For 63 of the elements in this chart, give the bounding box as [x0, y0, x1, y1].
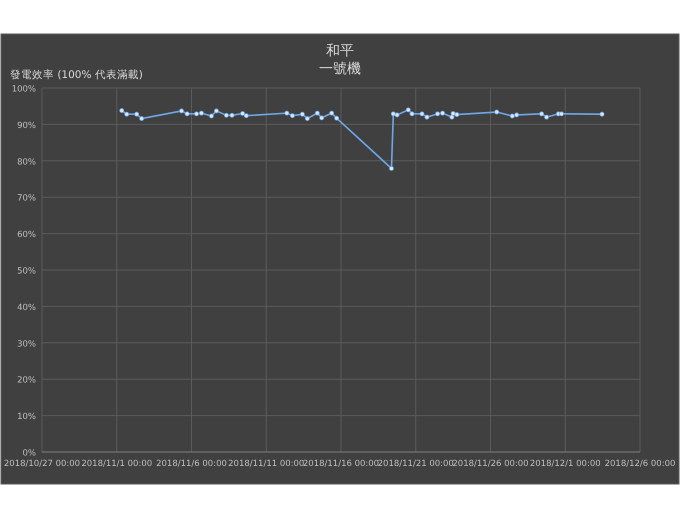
chart-subtitle: 一號機 — [319, 61, 361, 77]
point — [544, 114, 549, 120]
point — [214, 108, 219, 114]
point — [119, 108, 124, 113]
point — [510, 114, 515, 118]
point — [199, 110, 204, 116]
y-tick-label: 60% — [17, 230, 36, 240]
point — [394, 112, 400, 118]
point — [230, 112, 234, 118]
point — [314, 110, 320, 116]
y-tick-label: 40% — [17, 302, 36, 313]
point — [209, 114, 214, 118]
point — [435, 111, 440, 116]
point — [514, 112, 520, 118]
chart-title: 和平 — [326, 43, 354, 59]
point — [424, 114, 430, 120]
point — [179, 108, 184, 114]
point — [124, 112, 130, 117]
point — [224, 112, 229, 118]
y-tick-label: 90% — [17, 120, 36, 131]
point — [240, 111, 245, 116]
y-tick-label: 100% — [12, 84, 36, 94]
y-tick-label: 80% — [17, 157, 36, 168]
point — [454, 112, 460, 117]
x-tick-label: 2018/11/21 00:00 — [378, 459, 454, 469]
y-tick-label: 50% — [17, 266, 36, 276]
point — [539, 111, 544, 116]
y-tick-label: 10% — [17, 412, 36, 422]
y-tick-label: 0% — [22, 448, 36, 458]
point — [410, 111, 414, 116]
x-tick-label: 2018/11/1 00:00 — [81, 459, 152, 469]
point — [300, 112, 305, 117]
x-tick-label: 2018/12/6 00:00 — [604, 459, 676, 469]
point — [284, 110, 290, 116]
point — [420, 111, 424, 116]
point — [600, 112, 604, 117]
point — [184, 111, 190, 116]
y-axis-title: 發電效率 (100% 代表滿載) — [10, 68, 143, 81]
point — [134, 112, 140, 117]
point — [319, 115, 324, 120]
point — [559, 111, 564, 116]
point — [450, 111, 456, 116]
point — [244, 113, 249, 118]
point — [494, 110, 500, 114]
point — [139, 116, 144, 121]
x-tick-label: 2018/10/27 00:00 — [4, 459, 80, 469]
x-tick-label: 2018/12/1 00:00 — [530, 459, 601, 469]
x-tick-label: 2018/11/16 00:00 — [302, 459, 380, 469]
point — [334, 116, 340, 121]
x-tick-label: 2018/11/26 00:00 — [452, 459, 529, 469]
y-tick-label: 70% — [17, 194, 36, 204]
point — [440, 110, 445, 116]
point — [194, 111, 199, 116]
point — [389, 166, 394, 171]
y-tick-label: 20% — [17, 376, 36, 386]
x-tick-label: 2018/11/11 00:00 — [228, 459, 304, 469]
point — [390, 111, 396, 116]
point — [329, 110, 334, 116]
x-tick-label: 2018/11/6 00:00 — [156, 459, 227, 469]
point — [290, 113, 295, 118]
point — [406, 107, 411, 112]
y-tick-label: 30% — [17, 339, 36, 350]
point — [304, 116, 310, 121]
